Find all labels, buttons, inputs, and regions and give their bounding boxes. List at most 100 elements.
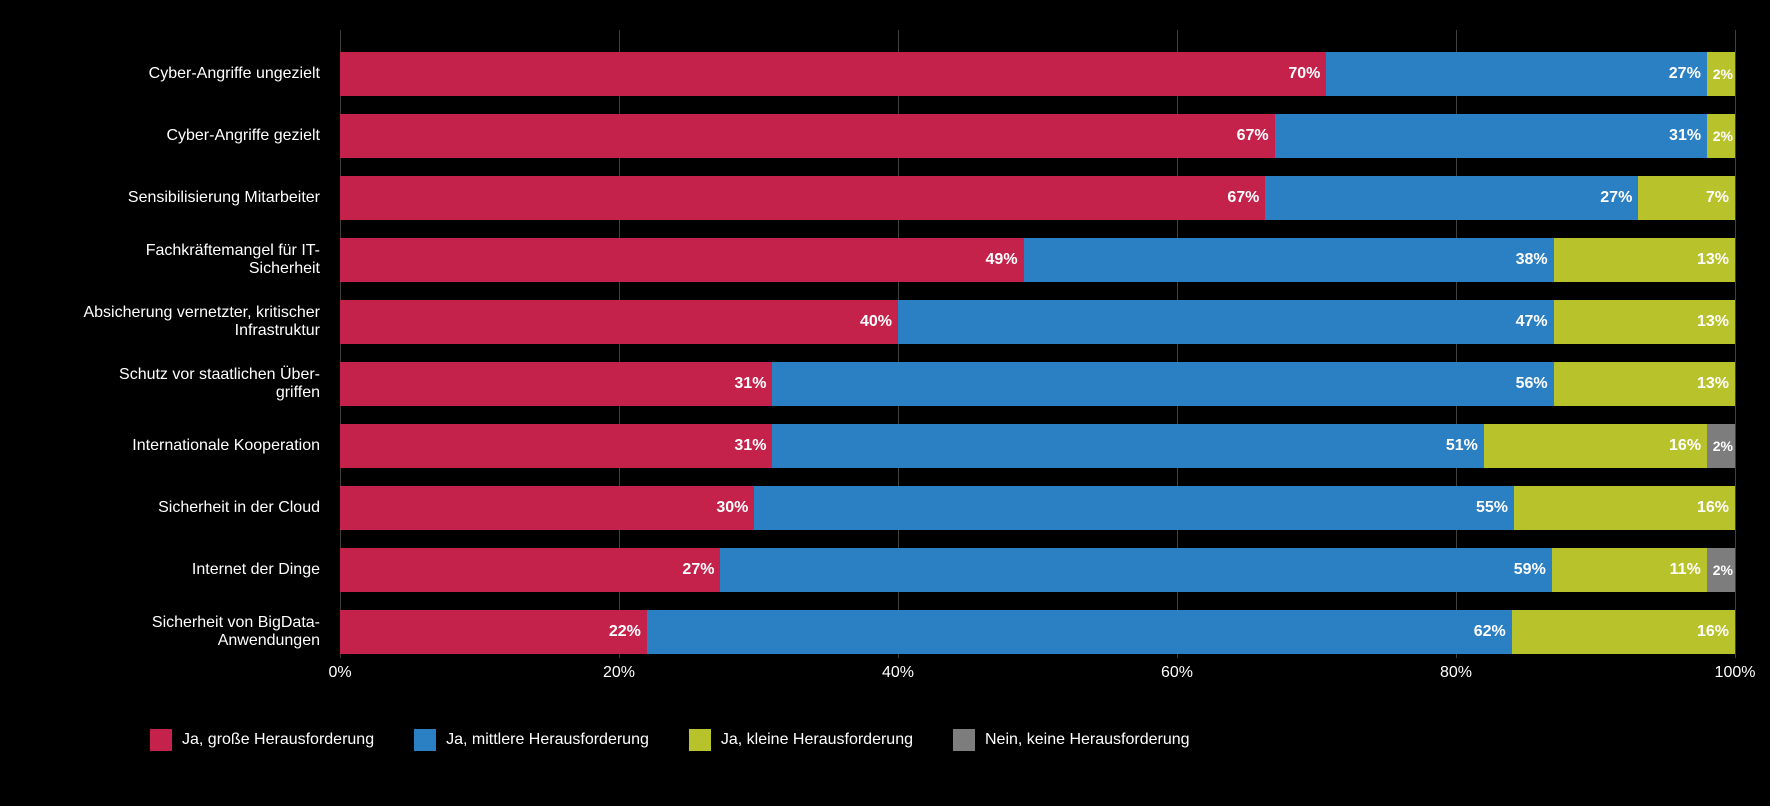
bar-segment: 59% <box>720 548 1551 592</box>
chart-container: 70%27%2%67%31%2%67%27%7%49%38%13%40%47%1… <box>0 0 1770 806</box>
bar-segment: 70% <box>340 52 1326 96</box>
category-label: Internet der Dinge <box>0 548 330 592</box>
bar-segment: 31% <box>1275 114 1707 158</box>
legend-item: Nein, keine Herausforderung <box>953 729 1190 751</box>
bar-row: 30% 55% 16% <box>340 486 1735 530</box>
x-tick-label: 0% <box>328 664 351 682</box>
bar-row: 31% 51% 16% 2% <box>340 424 1735 468</box>
bar-segment: 13% <box>1554 300 1735 344</box>
bar-segment: 30% <box>340 486 754 530</box>
bar-value-label: 31% <box>734 375 766 393</box>
bar-value-label: 31% <box>1669 127 1701 145</box>
bar-value-label: 2% <box>1713 562 1733 578</box>
bar-value-label: 38% <box>1516 251 1548 269</box>
bar-value-label: 31% <box>734 437 766 455</box>
bar-value-label: 16% <box>1697 499 1729 517</box>
bar-row: 27% 59% 11% 2% <box>340 548 1735 592</box>
bar-value-label: 27% <box>1669 65 1701 83</box>
legend-swatch <box>150 729 172 751</box>
x-tick-label: 60% <box>1161 664 1193 682</box>
bar-value-label: 47% <box>1516 313 1548 331</box>
bar-value-label: 2% <box>1713 128 1733 144</box>
bar-value-label: 16% <box>1669 437 1701 455</box>
bar-segment: 16% <box>1514 486 1735 530</box>
bar-value-label: 70% <box>1288 65 1320 83</box>
bar-segment: 16% <box>1512 610 1735 654</box>
category-label: Fachkräftemangel für IT- Sicherheit <box>0 238 330 282</box>
bar-segment: 51% <box>772 424 1483 468</box>
bar-segment: 49% <box>340 238 1024 282</box>
bar-segment: 11% <box>1552 548 1707 592</box>
bar-segment: 2% <box>1707 548 1735 592</box>
legend-swatch <box>414 729 436 751</box>
legend: Ja, große Herausforderung Ja, mittlere He… <box>150 720 1740 760</box>
category-label: Cyber-Angriffe ungezielt <box>0 52 330 96</box>
bar-segment: 22% <box>340 610 647 654</box>
bar-row: 40% 47% 13% <box>340 300 1735 344</box>
bar-segment: 47% <box>898 300 1554 344</box>
bar-segment: 55% <box>754 486 1514 530</box>
legend-item: Ja, große Herausforderung <box>150 729 374 751</box>
legend-item: Ja, kleine Herausforderung <box>689 729 913 751</box>
bar-row: 31% 56% 13% <box>340 362 1735 406</box>
bar-segment: 2% <box>1707 114 1735 158</box>
bar-segment: 67% <box>340 114 1275 158</box>
bar-row: 70% 27% 2% <box>340 52 1735 96</box>
legend-swatch <box>953 729 975 751</box>
legend-label: Ja, mittlere Herausforderung <box>446 731 649 749</box>
bar-segment: 16% <box>1484 424 1707 468</box>
bar-segment: 62% <box>647 610 1512 654</box>
bar-segment: 31% <box>340 362 772 406</box>
bar-value-label: 55% <box>1476 499 1508 517</box>
bar-segment: 7% <box>1638 176 1735 220</box>
x-tick-label: 40% <box>882 664 914 682</box>
bar-value-label: 56% <box>1516 375 1548 393</box>
bar-value-label: 13% <box>1697 313 1729 331</box>
category-label: Sicherheit in der Cloud <box>0 486 330 530</box>
bar-value-label: 13% <box>1697 251 1729 269</box>
bar-value-label: 62% <box>1474 623 1506 641</box>
legend-swatch <box>689 729 711 751</box>
bar-segment: 2% <box>1707 424 1735 468</box>
bar-segment: 67% <box>340 176 1265 220</box>
bar-value-label: 27% <box>682 561 714 579</box>
category-label: Sicherheit von BigData- Anwendungen <box>0 610 330 654</box>
legend-label: Nein, keine Herausforderung <box>985 731 1190 749</box>
bar-row: 67% 31% 2% <box>340 114 1735 158</box>
bar-value-label: 11% <box>1670 561 1701 579</box>
bar-segment: 31% <box>340 424 772 468</box>
bar-segment: 27% <box>340 548 720 592</box>
bar-value-label: 7% <box>1706 189 1729 207</box>
bar-value-label: 2% <box>1713 438 1733 454</box>
legend-label: Ja, große Herausforderung <box>182 731 374 749</box>
bar-row: 67%27% 7% <box>340 176 1735 220</box>
category-label: Absicherung vernetzter, kritischer Infra… <box>0 300 330 344</box>
bar-segment: 2% <box>1707 52 1735 96</box>
category-label: Sensibilisierung Mitarbeiter <box>0 176 330 220</box>
bar-segment: 56% <box>772 362 1553 406</box>
bar-value-label: 30% <box>716 499 748 517</box>
category-label: Schutz vor staatlichen Über- griffen <box>0 362 330 406</box>
category-label: Cyber-Angriffe gezielt <box>0 114 330 158</box>
bar-value-label: 2% <box>1713 66 1733 82</box>
x-tick-label: 20% <box>603 664 635 682</box>
bar-segment: 40% <box>340 300 898 344</box>
bar-segment: 27% <box>1326 52 1706 96</box>
bar-row: 22% 62% 16% <box>340 610 1735 654</box>
x-tick-label: 100% <box>1715 664 1756 682</box>
bar-segment: 38% <box>1024 238 1554 282</box>
plot-area: 70%27%2%67%31%2%67%27%7%49%38%13%40%47%1… <box>340 30 1735 658</box>
legend-item: Ja, mittlere Herausforderung <box>414 729 649 751</box>
bar-value-label: 49% <box>986 251 1018 269</box>
gridline <box>1735 30 1736 658</box>
bar-value-label: 67% <box>1237 127 1269 145</box>
bar-value-label: 22% <box>609 623 641 641</box>
bar-segment: 27% <box>1265 176 1638 220</box>
bar-value-label: 40% <box>860 313 892 331</box>
bar-value-label: 13% <box>1697 375 1729 393</box>
bar-value-label: 59% <box>1514 561 1546 579</box>
bar-value-label: 16% <box>1697 623 1729 641</box>
bar-value-label: 51% <box>1446 437 1478 455</box>
bar-row: 49% 38% 13% <box>340 238 1735 282</box>
legend-label: Ja, kleine Herausforderung <box>721 731 913 749</box>
